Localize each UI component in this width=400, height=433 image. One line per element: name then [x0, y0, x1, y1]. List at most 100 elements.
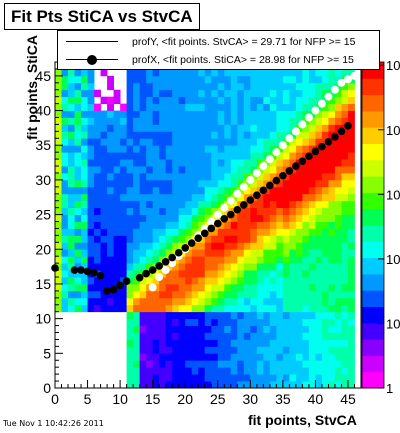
heatmap-cell: [263, 339, 271, 347]
heatmap-cell: [263, 145, 271, 153]
heatmap-cell: [282, 242, 290, 250]
heatmap-cell: [146, 186, 154, 195]
heatmap-cell: [289, 228, 297, 236]
heatmap-cell: [347, 304, 355, 313]
heatmap-cell: [256, 374, 264, 382]
heatmap-cell: [100, 96, 108, 105]
heatmap-cell: [315, 145, 323, 153]
heatmap-cell: [159, 207, 167, 215]
heatmap-cell: [282, 270, 290, 278]
heatmap-cell: [308, 179, 316, 188]
heatmap-cell: [133, 283, 141, 292]
heatmap-cell: [198, 263, 206, 271]
profx-point: [207, 224, 216, 233]
heatmap-cell: [61, 277, 69, 285]
profx-point: [103, 287, 111, 295]
heatmap-cell: [217, 159, 225, 167]
heatmap-cell: [289, 367, 297, 375]
heatmap-cell: [263, 263, 271, 271]
heatmap-cell: [211, 353, 219, 361]
heatmap-cell: [198, 166, 206, 174]
heatmap-cell: [172, 186, 180, 195]
heatmap-cell: [243, 172, 251, 181]
heatmap-cell: [55, 89, 62, 98]
heatmap-cell: [126, 68, 134, 77]
heatmap-cell: [139, 277, 147, 285]
heatmap-cell: [172, 200, 180, 209]
heatmap-cell: [81, 124, 88, 132]
heatmap-cell: [315, 159, 323, 167]
heatmap-cell: [152, 117, 160, 125]
heatmap-cell: [276, 145, 284, 153]
heatmap-cell: [87, 186, 95, 195]
heatmap-cell: [74, 131, 82, 139]
heatmap-cell: [107, 290, 114, 299]
heatmap-cell: [178, 186, 186, 195]
heatmap-cell: [100, 110, 108, 118]
heatmap-cell: [74, 214, 82, 222]
heatmap-cell: [347, 145, 355, 153]
heatmap-cell: [295, 270, 303, 278]
heatmap-cell: [185, 297, 193, 306]
heatmap-cell: [126, 221, 134, 229]
heatmap-cell: [139, 68, 147, 77]
heatmap-cell: [237, 68, 245, 77]
heatmap-cell: [146, 68, 154, 77]
heatmap-cell: [74, 256, 82, 264]
heatmap-cell: [61, 152, 69, 160]
heatmap-cell: [302, 207, 310, 215]
heatmap-cell: [55, 277, 62, 285]
heatmap-cell: [139, 117, 147, 125]
heatmap-cell: [146, 89, 154, 98]
heatmap-cell: [133, 339, 141, 347]
heatmap-cell: [237, 318, 245, 326]
heatmap-cell: [94, 124, 101, 132]
heatmap-cell: [146, 75, 154, 84]
heatmap-cell: [282, 339, 290, 347]
heatmap-cell: [243, 242, 251, 250]
heatmap-cell: [113, 263, 121, 271]
heatmap-cell: [133, 96, 141, 105]
heatmap-cell: [217, 339, 225, 347]
heatmap-cell: [328, 283, 336, 292]
heatmap-cell: [165, 360, 173, 368]
heatmap-cell: [230, 228, 238, 236]
heatmap-cell: [126, 242, 134, 250]
heatmap-cell: [282, 283, 290, 292]
heatmap-cell: [315, 311, 323, 320]
heatmap-cell: [74, 186, 82, 195]
heatmap-cell: [204, 318, 212, 326]
heatmap-cell: [328, 75, 336, 84]
heatmap-cell: [217, 96, 225, 105]
heatmap-cell: [341, 110, 349, 118]
heatmap-cell: [185, 242, 193, 250]
heatmap-cell: [126, 332, 134, 340]
heatmap-cell: [100, 221, 108, 229]
profy-point: [148, 283, 157, 292]
heatmap-cell: [243, 145, 251, 153]
heatmap-cell: [146, 249, 154, 257]
heatmap-cell: [81, 117, 88, 125]
heatmap-cell: [230, 152, 238, 160]
heatmap-cell: [269, 117, 277, 125]
heatmap-cell: [146, 318, 154, 326]
heatmap-cell: [120, 124, 128, 132]
heatmap-cell: [328, 68, 336, 77]
heatmap-cell: [139, 325, 147, 333]
heatmap-cell: [68, 235, 75, 243]
heatmap-cell: [308, 166, 316, 174]
heatmap-cell: [243, 110, 251, 118]
heatmap-cell: [347, 290, 355, 299]
heatmap-cell: [87, 172, 95, 181]
heatmap-cell: [250, 152, 258, 160]
heatmap-cell: [107, 75, 114, 84]
heatmap-cell: [146, 166, 154, 174]
heatmap-cell: [237, 186, 245, 195]
heatmap-cell: [315, 96, 323, 105]
profy-point: [317, 99, 326, 108]
heatmap-cell: [243, 339, 251, 347]
heatmap-cell: [126, 131, 134, 139]
profy-point: [155, 273, 164, 282]
heatmap-cell: [120, 200, 128, 209]
heatmap-cell: [204, 297, 212, 306]
